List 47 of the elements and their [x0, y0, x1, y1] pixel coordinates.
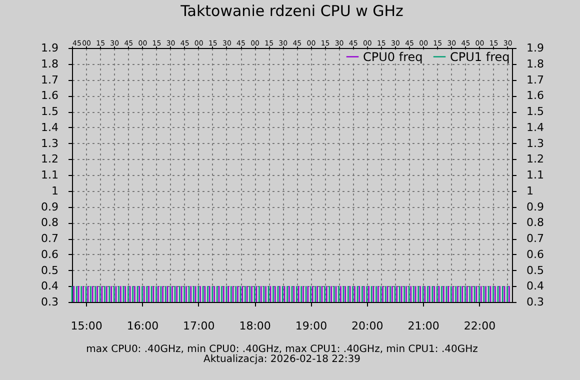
- x-tick-label: 20:00: [352, 320, 384, 332]
- y-tick-label: 1.3: [41, 136, 58, 150]
- y2-tick-label: 1.9: [526, 42, 544, 54]
- y-tick-label: 1.4: [41, 120, 58, 134]
- y-tick-label: 0.3: [41, 296, 58, 308]
- legend-label: CPU0 freq: [363, 50, 423, 64]
- x-tick-label: 15:00: [70, 320, 102, 332]
- y-tick-label: 0.6: [41, 248, 58, 261]
- x-tick-label: 18:00: [239, 320, 271, 332]
- y2-tick-label: 1: [526, 184, 534, 198]
- x-tick-label: 17:00: [183, 320, 215, 332]
- y2-tick-label: 0.9: [526, 200, 544, 214]
- y2-tick-label: 0.8: [526, 216, 544, 230]
- y2-tick-label: 1.6: [526, 89, 544, 102]
- y2-tick-label: 0.4: [526, 280, 544, 293]
- x-tick-label: 19:00: [295, 320, 328, 332]
- y-tick-label: 1.5: [41, 105, 58, 118]
- text: max CPU0: .40GHz, min CPU0: .40GHz, max CPU1: .40GHz, min CPU1: .40GHz: [86, 344, 478, 355]
- y-tick-label: 1.9: [41, 42, 58, 54]
- x-tick-label: 21:00: [408, 320, 440, 332]
- y-tick-label: 0.7: [41, 232, 58, 245]
- y-tick-label: 0.8: [41, 216, 58, 230]
- text: Aktualizacja: 2026-02-18 22:39: [203, 354, 361, 365]
- y2-tick-label: 1.4: [526, 120, 544, 134]
- y-tick-label: 1.1: [41, 168, 58, 182]
- y-tick-label: 1.8: [41, 57, 58, 70]
- y2-tick-label: 0.7: [526, 232, 544, 245]
- y2-tick-label: 1.8: [526, 57, 544, 70]
- y2-tick-label: 1.2: [526, 152, 544, 166]
- y2-tick-label: 1.5: [526, 105, 544, 118]
- chart-title: Taktowanie rdzeni CPU w GHz: [180, 2, 404, 20]
- y2-tick-label: 1.3: [526, 136, 544, 150]
- y2-tick-label: 0.5: [526, 264, 544, 277]
- y-tick-label: 1.6: [41, 89, 58, 102]
- y-tick-label: 1.2: [41, 152, 58, 166]
- y-tick-label: 0.5: [41, 264, 58, 277]
- y2-tick-label: 1.7: [526, 73, 544, 86]
- y-tick-label: 1.7: [41, 73, 58, 86]
- y2-tick-label: 0.6: [526, 248, 544, 261]
- y-tick-label: 1: [52, 184, 58, 198]
- x-tick-label: 22:00: [464, 320, 496, 332]
- y-tick-label: 0.4: [41, 280, 58, 293]
- y2-tick-label: 0.3: [526, 296, 544, 308]
- y-tick-label: 0.9: [41, 200, 58, 214]
- y2-tick-label: 1.1: [526, 168, 544, 182]
- legend-label: CPU1 freq: [450, 50, 510, 64]
- x-tick-label: 16:00: [126, 320, 159, 332]
